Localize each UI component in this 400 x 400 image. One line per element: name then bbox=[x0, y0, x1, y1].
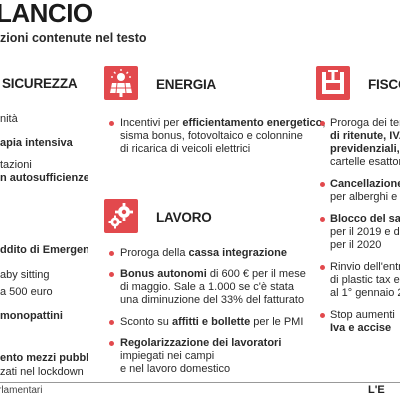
lavoro-item-4-line3: e nel lavoro domestico bbox=[120, 363, 231, 375]
lavoro-text-bold: Bonus autonomi bbox=[120, 268, 207, 280]
sicurezza-line: aby sitting bbox=[0, 269, 50, 281]
fisco-line: Blocco del saldo bbox=[330, 213, 400, 225]
energia-text: Incentivi per bbox=[120, 117, 183, 129]
fisco-line: per il 2019 e de bbox=[330, 226, 400, 238]
fisco-line: Iva e accise bbox=[330, 322, 392, 334]
sicurezza-line: zati nel lockdown bbox=[0, 366, 84, 378]
page-title: LANCIO bbox=[0, 0, 93, 28]
section-title-sicurezza: SICUREZZA bbox=[2, 76, 78, 91]
energia-item-line1: Incentivi per efficientamento energetico… bbox=[120, 117, 325, 130]
fisco-line: al 1° gennaio 20 bbox=[330, 287, 400, 299]
fisco-line: previdenziali, at bbox=[330, 143, 400, 155]
fisco-line: di plastic tax e s bbox=[330, 274, 400, 286]
lavoro-bullet bbox=[109, 272, 114, 277]
sicurezza-line: nità bbox=[0, 113, 18, 125]
lavoro-bullet bbox=[109, 341, 114, 346]
lavoro-text: di 600 € per il mese bbox=[206, 268, 306, 280]
lavoro-text-bold: cassa integrazione bbox=[188, 247, 287, 259]
lavoro-bullet bbox=[109, 320, 114, 325]
sicurezza-line: n autosufficienze bbox=[0, 172, 88, 184]
fisco-line: per alberghi e st bbox=[330, 191, 400, 203]
lavoro-text: Sconto su bbox=[120, 316, 172, 328]
page-subtitle: zioni contenute nel testo bbox=[0, 31, 147, 45]
sicurezza-line: ento mezzi pubblici bbox=[0, 352, 88, 364]
lavoro-item-1: Proroga della cassa integrazione bbox=[120, 247, 287, 260]
fisco-line: Proroga dei term bbox=[330, 117, 400, 129]
sicurezza-line: ddito di Emergenza bbox=[0, 244, 88, 256]
footer-source: rlamentari bbox=[0, 385, 43, 396]
fisco-bullet bbox=[320, 121, 325, 126]
energia-bullet bbox=[109, 121, 114, 126]
sicurezza-line: apia intensiva bbox=[0, 137, 73, 149]
section-title-lavoro: LAVORO bbox=[156, 210, 212, 225]
footer-brand: L'E bbox=[368, 384, 385, 396]
lavoro-text-bold: Regolarizzazione dei lavoratori bbox=[120, 337, 282, 349]
fisco-line: per il 2020 bbox=[330, 239, 382, 251]
fisco-bullet bbox=[320, 313, 325, 318]
lavoro-item-3: Sconto su affitti e bollette per le PMI bbox=[120, 316, 303, 329]
lavoro-text: Proroga della bbox=[120, 247, 189, 259]
solar-panel-icon bbox=[104, 66, 138, 100]
lavoro-item-2: Bonus autonomi di 600 € per il mese bbox=[120, 268, 306, 281]
energia-item-line3: di ricarica di veicoli elettrici bbox=[120, 143, 251, 155]
fisco-bullet bbox=[320, 217, 325, 222]
fisco-bullet bbox=[320, 182, 325, 187]
sicurezza-line: monopattini bbox=[0, 310, 63, 322]
lavoro-text-bold: affitti e bollette bbox=[171, 316, 251, 328]
sicurezza-line: tazioni bbox=[0, 159, 32, 171]
fisco-column: Proroga dei term di ritenute, IVA, previ… bbox=[300, 64, 400, 384]
section-title-energia: ENERGIA bbox=[156, 77, 217, 92]
lavoro-bullet bbox=[109, 251, 114, 256]
fisco-line: Stop aumenti bbox=[330, 309, 395, 321]
section-title-fisco: FISCO bbox=[368, 77, 400, 92]
gears-icon bbox=[104, 199, 138, 233]
footer-divider bbox=[0, 382, 400, 383]
lavoro-item-4: Regolarizzazione dei lavoratori bbox=[120, 337, 281, 350]
fisco-line: cartelle esattoria bbox=[330, 156, 400, 168]
sicurezza-line: a 500 euro bbox=[0, 286, 53, 298]
sicurezza-column: nità apia intensiva tazioni n autosuffic… bbox=[0, 64, 88, 384]
lavoro-item-2-line2: di maggio. Sale a 1.000 se c'è stata bbox=[120, 281, 294, 293]
lavoro-text: per le PMI bbox=[250, 316, 304, 328]
energia-text-bold: efficientamento energetico bbox=[182, 117, 323, 129]
vise-clamp-icon bbox=[316, 66, 350, 100]
energia-item-line2: sisma bonus, fotovoltaico e colonnine bbox=[120, 130, 303, 142]
fisco-line: Rinvio dell'entra bbox=[330, 261, 400, 273]
fisco-line: Cancellazione IN bbox=[330, 178, 400, 190]
fisco-line: di ritenute, IVA, bbox=[330, 130, 400, 142]
lavoro-item-4-line2: impiegati nei campi bbox=[120, 350, 215, 362]
fisco-bullet bbox=[320, 265, 325, 270]
lavoro-item-2-line3: una diminuzione del 33% del fatturato bbox=[120, 294, 305, 306]
